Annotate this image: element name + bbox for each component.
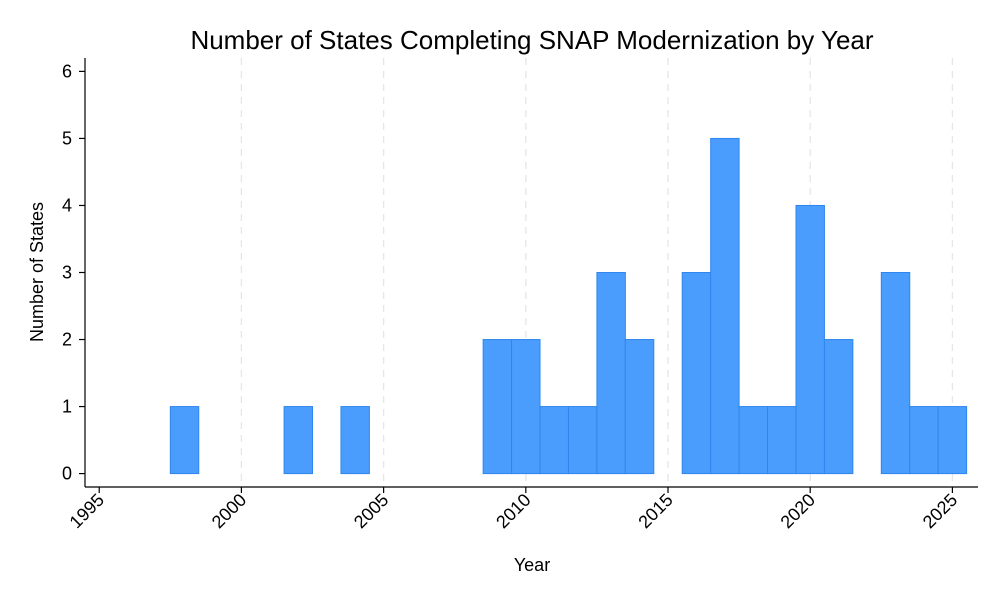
bar-2014 xyxy=(624,339,655,475)
bar-2019 xyxy=(767,406,797,475)
x-tick-label-2015: 2015 xyxy=(634,490,676,532)
x-tick-label-1995: 1995 xyxy=(66,490,108,532)
bar-2024 xyxy=(909,406,939,475)
y-tick-label-5: 5 xyxy=(62,128,72,148)
y-tick-label-6: 6 xyxy=(62,61,72,81)
bars-layer xyxy=(169,137,968,475)
x-tick-label-2000: 2000 xyxy=(208,490,250,532)
x-ticks: 1995 2000 2005 2010 2015 2020 2025 xyxy=(66,487,961,532)
x-tick-label-2010: 2010 xyxy=(492,490,534,532)
bar-2025 xyxy=(937,406,968,475)
bar-2009 xyxy=(482,339,513,475)
bar-2021 xyxy=(823,339,854,475)
y-tick-label-3: 3 xyxy=(62,263,72,283)
bar-2023 xyxy=(880,272,911,475)
x-tick-label-2005: 2005 xyxy=(350,490,392,532)
x-tick-label-2020: 2020 xyxy=(777,490,819,532)
y-tick-label-2: 2 xyxy=(62,330,72,350)
y-tick-label-4: 4 xyxy=(62,195,72,215)
bar-2013 xyxy=(596,272,626,475)
y-tick-label-1: 1 xyxy=(62,397,72,417)
bar-2020 xyxy=(795,204,825,475)
bar-2011 xyxy=(539,406,569,475)
bar-2018 xyxy=(738,406,769,475)
bar-2016 xyxy=(681,272,712,475)
bar-2002 xyxy=(283,406,314,475)
chart-title: Number of States Completing SNAP Moderni… xyxy=(190,25,873,55)
x-tick-label-2025: 2025 xyxy=(919,490,961,532)
x-axis-label: Year xyxy=(514,555,550,575)
bar-2012 xyxy=(567,406,598,475)
bar-2004 xyxy=(340,406,370,475)
y-tick-label-0: 0 xyxy=(62,464,72,484)
y-ticks: 0 1 2 3 4 5 6 xyxy=(62,61,85,484)
y-axis-label: Number of States xyxy=(27,202,47,342)
bar-1998 xyxy=(169,406,200,475)
bar-2010 xyxy=(511,339,541,475)
bar-2017 xyxy=(710,137,740,475)
